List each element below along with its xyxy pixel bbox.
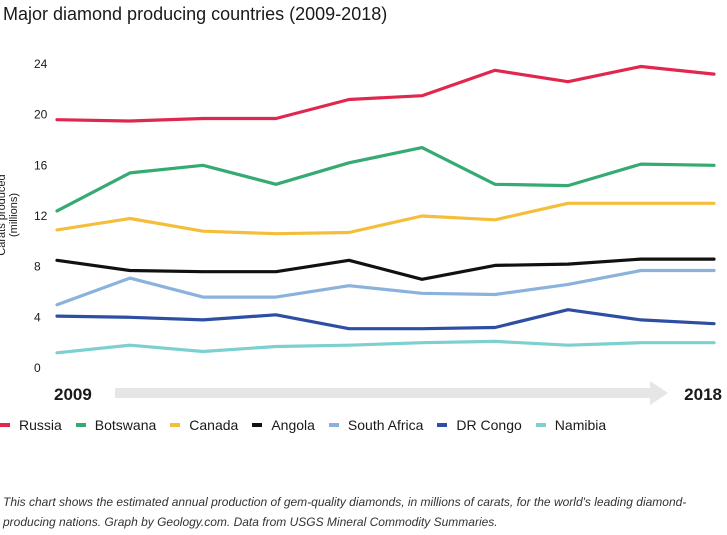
timeline-arrow-bar (115, 388, 650, 398)
line-chart: 0 4 8 12 16 20 24 2009 2018 (34, 57, 722, 405)
legend-swatch (252, 423, 263, 427)
y-tick-label: 24 (34, 57, 48, 71)
legend-item-canada: Canada (170, 417, 238, 433)
y-tick-label: 0 (34, 361, 41, 375)
y-tick-label: 4 (34, 310, 41, 324)
series-line-dr-congo (55, 308, 716, 331)
y-tick-label: 16 (34, 158, 48, 172)
legend-label: Angola (271, 417, 315, 433)
y-tick-label: 8 (34, 260, 41, 274)
series-line-namibia (55, 339, 716, 355)
chart-caption: This chart shows the estimated annual pr… (3, 495, 687, 529)
series-line-russia (55, 64, 716, 123)
legend-label: Russia (19, 417, 62, 433)
legend-swatch (0, 423, 10, 427)
legend-label: Botswana (94, 417, 157, 433)
series-line-canada (55, 201, 716, 236)
y-tick-label: 20 (34, 108, 48, 122)
legend-item-botswana: Botswana (75, 417, 157, 433)
series-line-south-africa (55, 268, 716, 307)
y-tick-label: 12 (34, 209, 48, 223)
legend-swatch (437, 423, 448, 427)
legend-item-namibia: Namibia (535, 417, 607, 433)
x-start-label: 2009 (54, 385, 92, 404)
series-line-angola (55, 257, 716, 281)
legend-label: DR Congo (456, 417, 522, 433)
legend-item-russia: Russia (0, 417, 62, 433)
chart-title: Major diamond producing countries (2009-… (3, 4, 388, 24)
x-end-label: 2018 (684, 385, 722, 404)
series-line-botswana (55, 146, 716, 213)
legend-swatch (75, 423, 86, 427)
legend-swatch (170, 423, 181, 427)
legend-swatch (328, 423, 339, 427)
legend-item-south-africa: South Africa (328, 417, 424, 433)
legend: Russia Botswana Canada Angola South Africa DR… (0, 417, 620, 433)
legend-label: Canada (189, 417, 239, 433)
timeline-arrow-head (650, 381, 668, 405)
legend-item-dr-congo: DR Congo (437, 417, 522, 433)
legend-item-angola: Angola (252, 417, 315, 433)
legend-swatch (535, 423, 546, 427)
legend-label: Namibia (554, 417, 607, 433)
legend-label: South Africa (347, 417, 424, 433)
